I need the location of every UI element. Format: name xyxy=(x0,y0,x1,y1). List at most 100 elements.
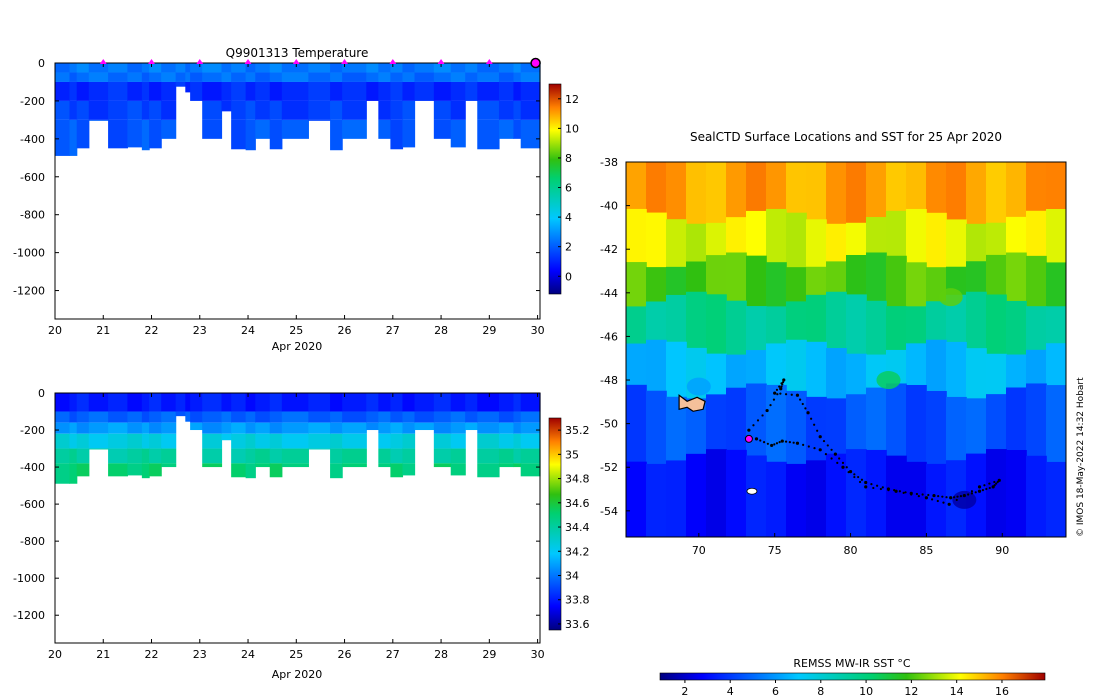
sst-cell xyxy=(706,222,727,256)
track-point xyxy=(970,492,974,495)
section-cell xyxy=(255,393,271,412)
y-tick-label: -52 xyxy=(600,461,618,474)
section-cell xyxy=(477,448,500,464)
section-cell xyxy=(108,411,128,423)
sst-cell xyxy=(846,162,867,224)
track-point xyxy=(802,443,805,446)
track-point xyxy=(784,440,788,443)
section-cell xyxy=(76,433,90,449)
sst-cell xyxy=(646,267,667,303)
section-cell xyxy=(255,463,271,468)
current-profile-marker xyxy=(530,57,541,69)
x-tick-label: 25 xyxy=(289,648,303,661)
sst-cell xyxy=(666,162,687,220)
section-cell xyxy=(161,72,177,82)
section-cell xyxy=(308,100,331,120)
section-cell xyxy=(69,433,78,449)
track-point xyxy=(841,461,845,464)
section-cell xyxy=(127,100,143,120)
track-point xyxy=(977,489,982,493)
section-cell xyxy=(378,393,391,412)
track-point xyxy=(924,496,929,500)
x-tick-label: 30 xyxy=(531,648,545,661)
sst-cell xyxy=(866,162,887,218)
section-cell xyxy=(161,119,177,139)
section-cell xyxy=(161,100,177,120)
sst-cell xyxy=(806,294,827,343)
sst-cell xyxy=(946,294,967,343)
track-point xyxy=(845,466,848,469)
sst-cell xyxy=(746,455,767,537)
section-cell xyxy=(141,448,150,464)
sst-cell xyxy=(666,294,687,343)
track-point xyxy=(917,495,920,498)
section-cell xyxy=(127,63,143,73)
track-point xyxy=(799,398,802,401)
section-cell xyxy=(281,411,309,423)
profile-marker xyxy=(292,59,300,64)
sst-cell xyxy=(1026,383,1047,457)
x-tick-label: 70 xyxy=(692,544,706,557)
sst-cell xyxy=(726,300,747,356)
track-point xyxy=(816,429,819,432)
sst-cell xyxy=(666,341,687,398)
section-cell xyxy=(231,100,247,120)
section-cell xyxy=(477,72,500,82)
y-tick-label: -48 xyxy=(600,374,618,387)
track-point xyxy=(765,408,769,413)
colorbar-tick-label: 14 xyxy=(950,685,964,698)
colorbar-tick-label: 0 xyxy=(565,270,572,283)
track-point xyxy=(953,496,956,499)
y-tick-label: -600 xyxy=(20,171,45,184)
colorbar-tick-label: 34.8 xyxy=(565,473,590,486)
section-cell xyxy=(245,393,256,412)
sst-cell xyxy=(966,398,987,455)
section-cell xyxy=(149,433,162,449)
sst-cell xyxy=(846,353,867,396)
x-tick-label: 20 xyxy=(48,324,62,337)
track-point xyxy=(782,378,786,382)
section-cell xyxy=(498,393,515,412)
section-cell xyxy=(161,422,177,434)
sst-cell xyxy=(826,348,847,400)
section-cell xyxy=(433,433,452,449)
sst-cell xyxy=(766,343,787,386)
section-cell xyxy=(55,72,71,82)
section-cell xyxy=(477,63,500,73)
sst-cell xyxy=(1046,162,1066,210)
section-cell xyxy=(390,433,404,449)
section-cell xyxy=(69,411,78,423)
section-cell xyxy=(76,411,90,423)
sst-cell xyxy=(946,219,967,268)
section-cell xyxy=(450,393,466,412)
section-cell xyxy=(378,463,391,468)
x-tick-label: 25 xyxy=(289,324,303,337)
section-cell xyxy=(433,393,452,412)
section-cell xyxy=(202,433,223,449)
section-cell xyxy=(433,463,452,468)
track-point xyxy=(910,493,913,496)
section-cell xyxy=(141,422,150,434)
sst-cell xyxy=(846,449,867,537)
section-cell xyxy=(202,72,223,82)
section-cell xyxy=(330,393,343,412)
section-cell xyxy=(190,63,203,73)
section-cell xyxy=(402,119,416,148)
x-tick-label: 22 xyxy=(145,648,159,661)
sst-cell xyxy=(646,212,667,268)
section-cell xyxy=(141,411,150,423)
section-cell xyxy=(378,448,391,464)
x-tick-label: 23 xyxy=(193,648,207,661)
section-cell xyxy=(465,72,478,82)
x-tick-label: 75 xyxy=(768,544,782,557)
y-tick-label: -44 xyxy=(600,287,618,300)
section-cell xyxy=(127,393,143,412)
y-tick-label: -200 xyxy=(20,424,45,437)
section-cell xyxy=(202,422,223,434)
sst-cell xyxy=(806,396,827,462)
y-tick-label: -200 xyxy=(20,95,45,108)
section-cell xyxy=(141,81,150,101)
section-cell xyxy=(402,463,416,476)
section-cell xyxy=(378,100,391,120)
section-cell xyxy=(141,100,150,120)
